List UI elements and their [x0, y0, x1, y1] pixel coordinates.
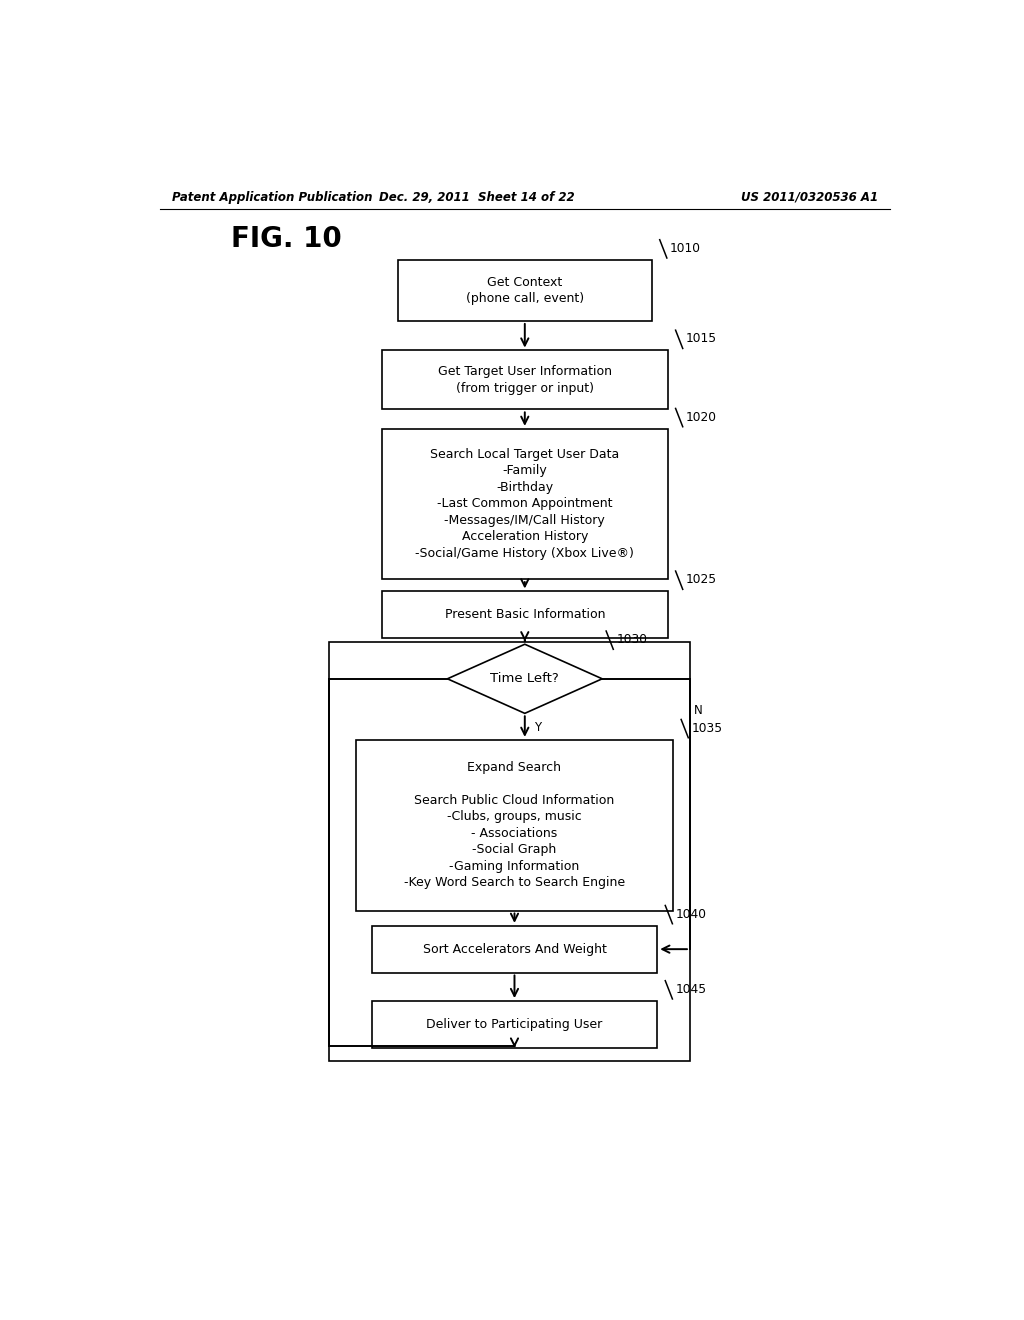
Bar [382, 351, 668, 409]
Bar [329, 643, 690, 1061]
Text: Sort Accelerators And Weight: Sort Accelerators And Weight [423, 942, 606, 956]
Text: US 2011/0320536 A1: US 2011/0320536 A1 [740, 190, 878, 203]
Text: 1010: 1010 [670, 242, 701, 255]
Bar [382, 429, 668, 579]
Text: 1040: 1040 [676, 908, 707, 921]
Bar [397, 260, 651, 321]
Text: Get Target User Information
(from trigger or input): Get Target User Information (from trigge… [438, 366, 611, 395]
Bar [372, 925, 657, 973]
Text: Present Basic Information: Present Basic Information [444, 609, 605, 622]
Text: 1030: 1030 [616, 634, 647, 647]
Text: N: N [694, 704, 702, 717]
Bar [382, 591, 668, 638]
Text: Time Left?: Time Left? [490, 672, 559, 685]
Text: Search Local Target User Data
-Family
-Birthday
-Last Common Appointment
-Messag: Search Local Target User Data -Family -B… [416, 447, 634, 560]
Bar [355, 739, 673, 911]
Text: Deliver to Participating User: Deliver to Participating User [426, 1018, 602, 1031]
Text: 1015: 1015 [686, 333, 717, 346]
Text: Get Context
(phone call, event): Get Context (phone call, event) [466, 276, 584, 305]
Text: 1045: 1045 [676, 983, 707, 995]
Text: 1025: 1025 [686, 573, 717, 586]
Text: Patent Application Publication: Patent Application Publication [172, 190, 372, 203]
Text: Dec. 29, 2011  Sheet 14 of 22: Dec. 29, 2011 Sheet 14 of 22 [379, 190, 575, 203]
Text: Y: Y [535, 722, 542, 734]
Text: 1035: 1035 [691, 722, 723, 735]
Text: 1020: 1020 [686, 411, 717, 424]
Polygon shape [447, 644, 602, 713]
Bar [372, 1001, 657, 1048]
Text: Expand Search

Search Public Cloud Information
-Clubs, groups, music
- Associati: Expand Search Search Public Cloud Inform… [403, 760, 625, 890]
Text: FIG. 10: FIG. 10 [231, 224, 342, 252]
